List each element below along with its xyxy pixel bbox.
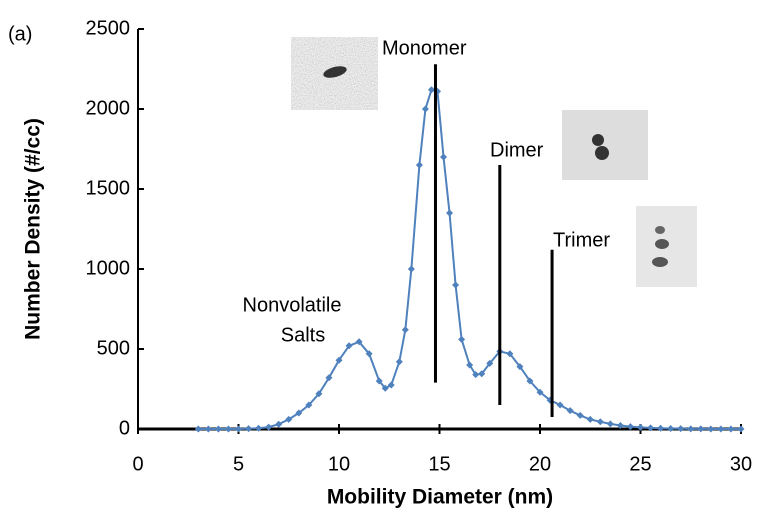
data-point xyxy=(466,361,474,369)
x-tick-label: 15 xyxy=(428,453,450,475)
x-axis-title: Mobility Diameter (nm) xyxy=(327,486,553,509)
data-point xyxy=(737,425,745,433)
data-point xyxy=(224,425,232,433)
annotation: Salts xyxy=(281,324,325,346)
data-point xyxy=(440,153,448,161)
data-point xyxy=(305,401,313,409)
annotation: Monomer xyxy=(382,37,467,59)
y-tick-label: 1500 xyxy=(86,177,131,199)
x-tick-label: 30 xyxy=(730,453,752,475)
data-point xyxy=(458,335,466,343)
data-point xyxy=(255,424,263,432)
data-point xyxy=(401,326,409,334)
data-point xyxy=(697,425,705,433)
y-axis-title: Number Density (#/cc) xyxy=(22,118,45,340)
data-point xyxy=(387,381,395,389)
data-point xyxy=(657,424,665,432)
x-tick-label: 20 xyxy=(529,453,551,475)
data-point xyxy=(596,418,604,426)
annotation: Dimer xyxy=(490,139,544,161)
data-point xyxy=(335,356,343,364)
y-tick-label: 2000 xyxy=(86,97,131,119)
tem-image xyxy=(291,37,378,110)
data-point xyxy=(265,423,273,431)
data-point xyxy=(616,421,624,429)
data-point xyxy=(452,281,460,289)
data-point xyxy=(576,411,584,419)
data-point xyxy=(365,350,373,358)
data-point xyxy=(415,161,423,169)
data-point xyxy=(647,424,655,432)
data-point xyxy=(606,420,614,428)
data-point xyxy=(194,425,202,433)
data-point xyxy=(486,359,494,367)
data-point xyxy=(235,425,242,433)
data-point xyxy=(626,423,634,431)
data-point xyxy=(526,377,534,385)
data-point xyxy=(446,209,454,217)
annotation: (a) xyxy=(8,23,32,45)
data-point xyxy=(204,425,212,433)
data-point xyxy=(275,420,283,428)
data-point xyxy=(687,425,695,433)
x-tick-label: 10 xyxy=(328,453,350,475)
data-point xyxy=(478,370,486,378)
data-point xyxy=(421,105,429,113)
data-point xyxy=(727,425,735,433)
data-point xyxy=(637,423,644,431)
data-point xyxy=(566,407,574,415)
y-tick-label: 1000 xyxy=(86,257,131,279)
data-point xyxy=(586,415,594,423)
data-point xyxy=(407,265,415,273)
data-point xyxy=(677,425,685,433)
data-point xyxy=(375,377,383,385)
data-point xyxy=(395,358,403,366)
data-point xyxy=(245,425,253,433)
y-tick-label: 2500 xyxy=(86,17,131,39)
data-point xyxy=(214,425,222,433)
data-point xyxy=(506,350,514,358)
data-point xyxy=(295,409,303,417)
data-point xyxy=(355,338,363,346)
data-point xyxy=(472,371,480,379)
x-tick-label: 5 xyxy=(233,453,244,475)
data-point xyxy=(285,415,293,423)
data-point xyxy=(717,425,725,433)
tem-image xyxy=(562,110,648,180)
annotation: Trimer xyxy=(553,229,610,251)
x-tick-label: 25 xyxy=(629,453,651,475)
data-point xyxy=(315,390,323,398)
data-point xyxy=(427,86,435,94)
data-point xyxy=(667,425,675,433)
x-tick-label: 0 xyxy=(132,453,143,475)
data-point xyxy=(345,342,353,350)
data-point xyxy=(536,388,544,396)
y-tick-label: 500 xyxy=(97,337,130,359)
data-point xyxy=(556,401,564,409)
y-tick-label: 0 xyxy=(119,417,130,439)
data-point xyxy=(325,374,333,382)
data-point xyxy=(516,363,524,371)
data-point xyxy=(707,425,715,433)
tem-image xyxy=(636,206,697,287)
annotation: Nonvolatile xyxy=(243,294,342,316)
data-point xyxy=(381,384,389,392)
